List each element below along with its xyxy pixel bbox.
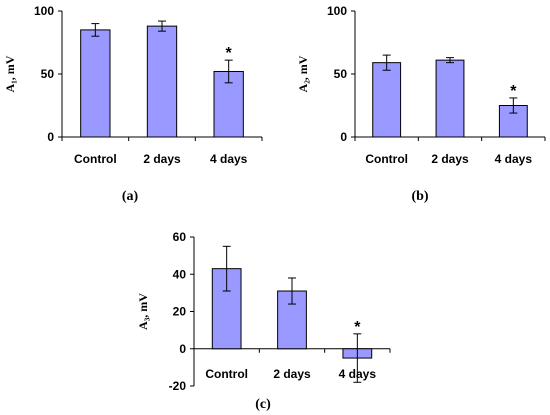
panel-label: (a)	[122, 189, 139, 204]
y-tick-label: 100	[34, 4, 54, 18]
y-tick-label: 0	[47, 130, 54, 144]
category-label: 4 days	[339, 367, 377, 381]
y-tick-label: 0	[179, 342, 186, 356]
category-label: 4 days	[495, 152, 533, 166]
category-label: Control	[74, 152, 117, 166]
panel-label: (b)	[411, 189, 428, 204]
panel-label: (c)	[255, 397, 271, 412]
category-label: 2 days	[431, 152, 469, 166]
significance-marker: *	[354, 319, 361, 336]
chart-panel-2: 0 50 100 Control 2 days * 4 days A₂, mV (b)	[296, 4, 546, 204]
y-tick-label: 0	[340, 130, 347, 144]
bar	[435, 59, 465, 138]
bar	[146, 25, 178, 138]
bar	[372, 62, 402, 138]
y-tick-label: 60	[173, 230, 187, 244]
y-axis-title: A₂, mV	[296, 55, 310, 92]
chart-panel-3: -20 0 20 40 60 Control 2 days * 4 days A₃, mV (c)	[136, 230, 391, 412]
y-tick-label: 20	[173, 305, 187, 319]
bar	[498, 105, 528, 138]
category-label: 2 days	[143, 152, 181, 166]
chart-panel-1: 0 50 100 Control 2 days * 4 days A₁, mV (a)	[3, 4, 263, 204]
y-axis-title: A₃, mV	[136, 293, 150, 330]
y-tick-label: 40	[173, 267, 187, 281]
category-label: Control	[205, 367, 248, 381]
y-tick-label: 50	[41, 67, 55, 81]
category-label: 4 days	[210, 152, 248, 166]
bar	[80, 29, 111, 138]
category-label: Control	[365, 152, 408, 166]
y-axis-title: A₁, mV	[3, 55, 17, 92]
y-tick-label: 50	[334, 67, 348, 81]
y-tick-label: -20	[169, 379, 187, 393]
significance-marker: *	[226, 45, 233, 62]
category-label: 2 days	[273, 367, 311, 381]
significance-marker: *	[510, 83, 517, 100]
y-tick-label: 100	[327, 4, 347, 18]
